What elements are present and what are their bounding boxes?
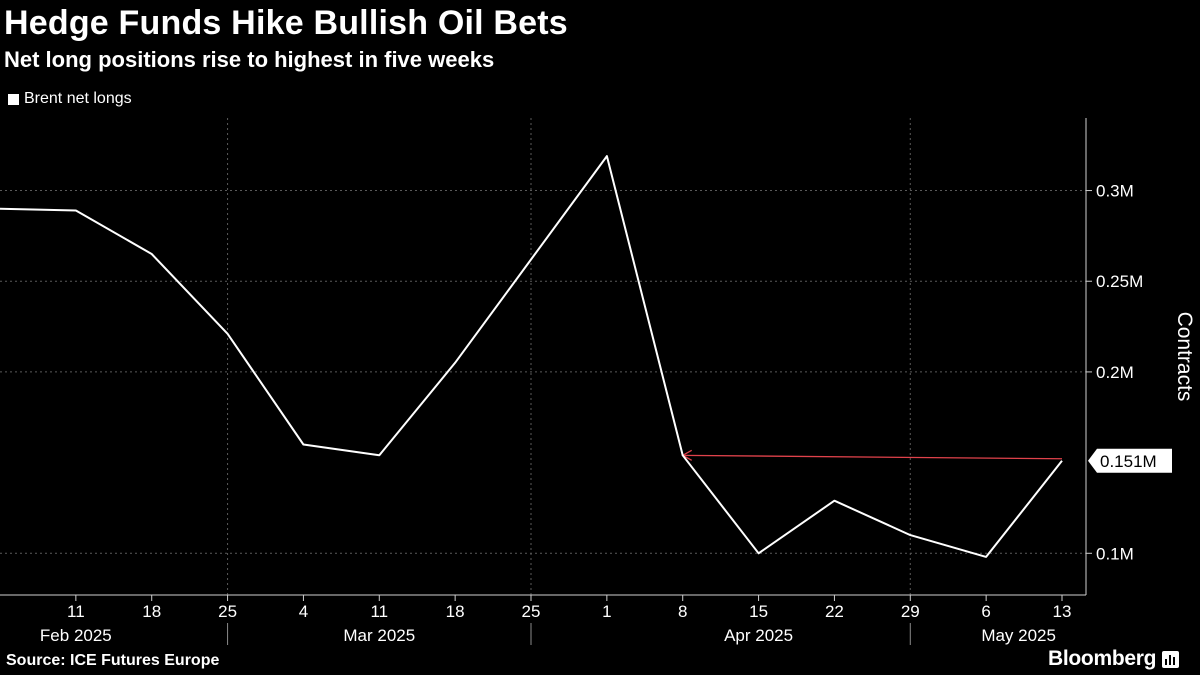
x-group-label: Feb 2025: [40, 626, 112, 645]
x-tick-label: 1: [602, 602, 611, 621]
y-tick-label: 0.25M: [1096, 272, 1143, 291]
x-tick-label: 11: [67, 602, 85, 621]
brand-logo: Bloomberg: [1048, 647, 1180, 671]
y-tick-label: 0.2M: [1096, 363, 1134, 382]
legend-label: Brent net longs: [24, 90, 132, 107]
x-tick-label: 25: [218, 602, 237, 621]
chart-title: Hedge Funds Hike Bullish Oil Bets: [4, 4, 568, 42]
legend-swatch: [8, 93, 19, 105]
last-value-label: 0.151M: [1100, 452, 1157, 471]
x-tick-label: 11: [370, 602, 388, 621]
legend: Brent net longs: [8, 90, 132, 108]
x-group-label: Mar 2025: [343, 626, 415, 645]
reference-line: [682, 454, 1063, 460]
x-tick-label: 4: [299, 602, 308, 621]
y-tick-label: 0.1M: [1096, 544, 1134, 563]
x-tick-label: 29: [901, 602, 920, 621]
y-axis-label: Contracts: [1173, 312, 1196, 402]
x-tick-label: 8: [678, 602, 687, 621]
x-tick-label: 15: [749, 602, 768, 621]
source-note: Source: ICE Futures Europe: [6, 652, 220, 669]
x-group-label: Apr 2025: [724, 626, 793, 645]
series-line-brent-net-longs: [0, 155, 1063, 558]
x-tick-label: 13: [1053, 602, 1072, 621]
last-value-badge: [1088, 448, 1172, 473]
chart-subtitle: Net long positions rise to highest in fi…: [4, 47, 495, 72]
x-group-label: May 2025: [981, 626, 1056, 645]
x-tick-label: 18: [446, 602, 465, 621]
x-tick-label: 22: [825, 602, 844, 621]
x-tick-label: 25: [522, 602, 541, 621]
brand-name: Bloomberg: [1048, 647, 1157, 670]
x-tick-label: 18: [142, 602, 161, 621]
chart-icon: [1162, 650, 1180, 668]
x-tick-label: 6: [981, 602, 990, 621]
y-tick-label: 0.3M: [1096, 182, 1134, 201]
